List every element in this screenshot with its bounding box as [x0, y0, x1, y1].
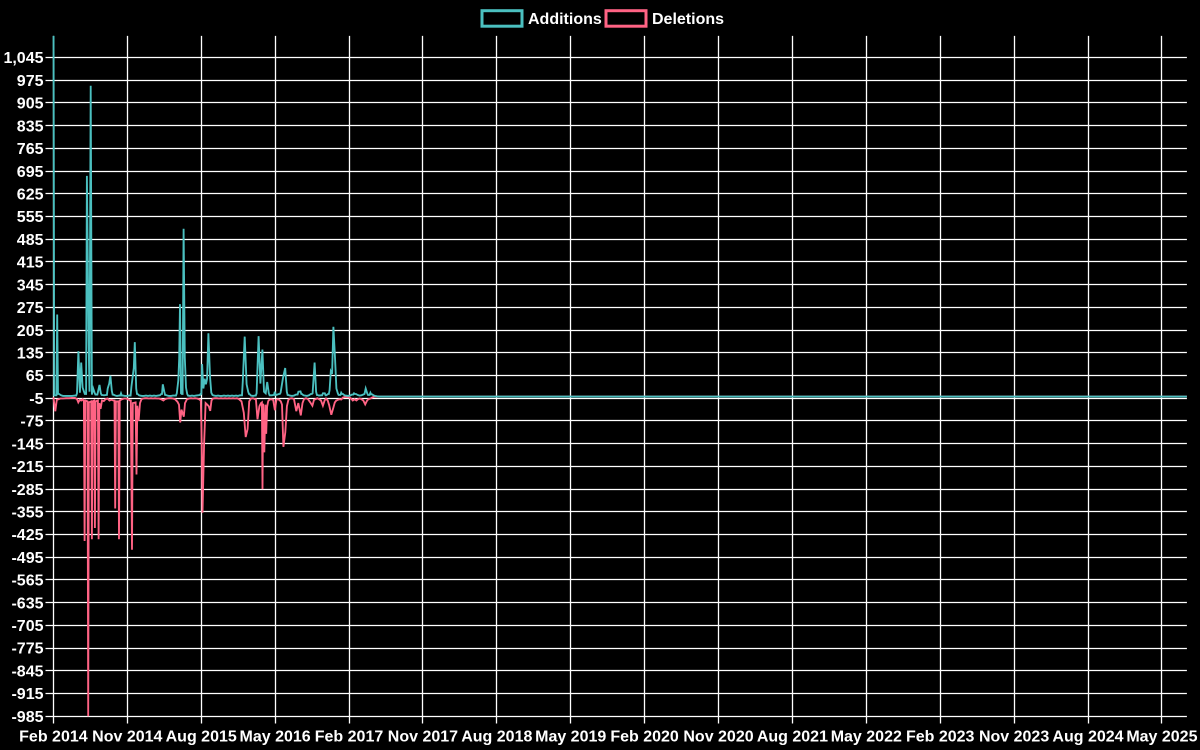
svg-text:625: 625 [17, 187, 44, 204]
svg-text:Aug 2021: Aug 2021 [757, 729, 828, 746]
svg-text:1,045: 1,045 [3, 50, 43, 67]
svg-text:-915: -915 [11, 686, 43, 703]
svg-text:-145: -145 [11, 436, 43, 453]
svg-text:May 2019: May 2019 [535, 729, 606, 746]
svg-text:-705: -705 [11, 618, 43, 635]
svg-text:Additions: Additions [528, 11, 602, 28]
svg-text:Aug 2024: Aug 2024 [1052, 729, 1123, 746]
svg-text:-775: -775 [11, 641, 43, 658]
svg-text:835: 835 [17, 118, 44, 135]
svg-text:May 2022: May 2022 [831, 729, 902, 746]
svg-text:Nov 2017: Nov 2017 [388, 729, 458, 746]
svg-text:765: 765 [17, 141, 44, 158]
svg-text:-635: -635 [11, 595, 43, 612]
svg-text:-5: -5 [29, 391, 43, 408]
svg-text:-425: -425 [11, 527, 43, 544]
svg-text:Nov 2014: Nov 2014 [92, 729, 162, 746]
svg-text:135: 135 [17, 346, 44, 363]
svg-text:Feb 2020: Feb 2020 [610, 729, 679, 746]
svg-text:Feb 2023: Feb 2023 [906, 729, 975, 746]
svg-text:205: 205 [17, 323, 44, 340]
svg-text:65: 65 [26, 368, 44, 385]
svg-text:275: 275 [17, 300, 44, 317]
svg-text:May 2016: May 2016 [240, 729, 311, 746]
svg-text:Deletions: Deletions [652, 11, 724, 28]
svg-text:Feb 2017: Feb 2017 [315, 729, 384, 746]
svg-text:-215: -215 [11, 459, 43, 476]
svg-text:Nov 2023: Nov 2023 [979, 729, 1049, 746]
svg-text:Aug 2015: Aug 2015 [166, 729, 237, 746]
svg-text:-845: -845 [11, 664, 43, 681]
svg-text:-355: -355 [11, 505, 43, 522]
svg-text:-75: -75 [20, 414, 43, 431]
svg-text:-985: -985 [11, 709, 43, 726]
svg-text:Nov 2020: Nov 2020 [683, 729, 753, 746]
svg-text:975: 975 [17, 73, 44, 90]
svg-text:415: 415 [17, 255, 44, 272]
svg-text:695: 695 [17, 164, 44, 181]
svg-text:-495: -495 [11, 550, 43, 567]
svg-text:Feb 2014: Feb 2014 [19, 729, 88, 746]
svg-text:555: 555 [17, 209, 44, 226]
svg-text:May 2025: May 2025 [1126, 729, 1197, 746]
svg-text:-285: -285 [11, 482, 43, 499]
svg-text:485: 485 [17, 232, 44, 249]
svg-text:-565: -565 [11, 573, 43, 590]
svg-text:Aug 2018: Aug 2018 [461, 729, 532, 746]
svg-text:345: 345 [17, 277, 44, 294]
svg-text:905: 905 [17, 96, 44, 113]
